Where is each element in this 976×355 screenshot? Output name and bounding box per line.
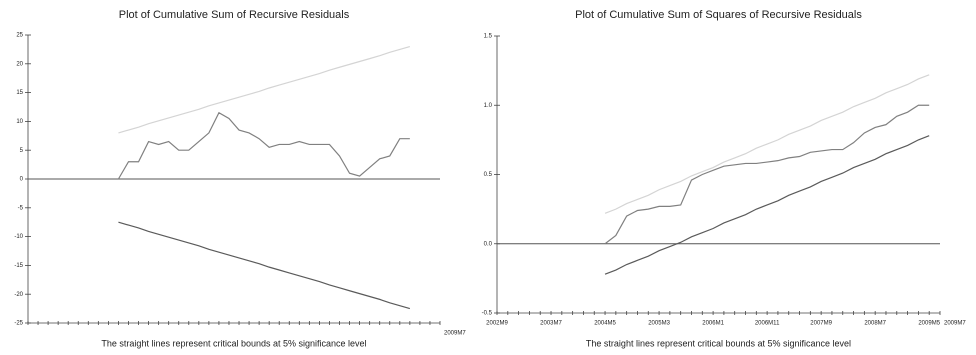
series-line	[604, 104, 930, 245]
y-tick-label: 0.0	[484, 241, 493, 247]
y-tick-label: 20	[16, 61, 23, 67]
x-tick-label: 2005M3	[648, 321, 670, 327]
x-tick-label: 2009M7	[944, 321, 966, 327]
y-tick-label: 1.0	[484, 103, 493, 109]
y-tick-label: 0.5	[484, 172, 493, 178]
x-tick-label: 2006M1	[702, 321, 724, 327]
chart-title: Plot of Cumulative Sum of Recursive Resi…	[119, 9, 350, 21]
y-tick-label: -10	[14, 234, 23, 240]
y-tick-label: 5	[20, 148, 24, 154]
x-tick-label: 2002M9	[486, 321, 508, 327]
y-tick-label: 15	[16, 90, 23, 96]
series-line	[604, 135, 930, 275]
y-tick-label: 10	[16, 119, 23, 125]
y-tick-label: 1.5	[484, 34, 493, 40]
x-tick-label: 2004M5	[594, 321, 616, 327]
y-tick-label: -20	[14, 292, 23, 298]
x-tick-label: 2006M11	[755, 321, 780, 327]
chart-caption: The straight lines represent critical bo…	[586, 338, 851, 348]
x-tick-label: 2009M5	[918, 321, 940, 327]
y-tick-label: 25	[16, 33, 23, 39]
x-tick-label: 2009M7	[444, 331, 466, 337]
series-line	[604, 74, 930, 214]
x-tick-label: 2008M7	[864, 321, 886, 327]
x-tick-label: 2003M7	[540, 321, 562, 327]
chart-title: Plot of Cumulative Sum of Squares of Rec…	[575, 9, 862, 21]
chart-caption: The straight lines represent critical bo…	[101, 338, 366, 348]
y-tick-label: -5	[18, 205, 24, 211]
series-line	[117, 111, 410, 180]
y-tick-label: -15	[14, 263, 23, 269]
y-tick-label: -0.5	[482, 311, 493, 317]
y-tick-label: -25	[14, 321, 23, 327]
series-line	[118, 221, 411, 310]
x-tick-label: 2007M9	[810, 321, 832, 327]
series-line	[118, 45, 411, 134]
y-tick-label: 0	[20, 177, 24, 183]
